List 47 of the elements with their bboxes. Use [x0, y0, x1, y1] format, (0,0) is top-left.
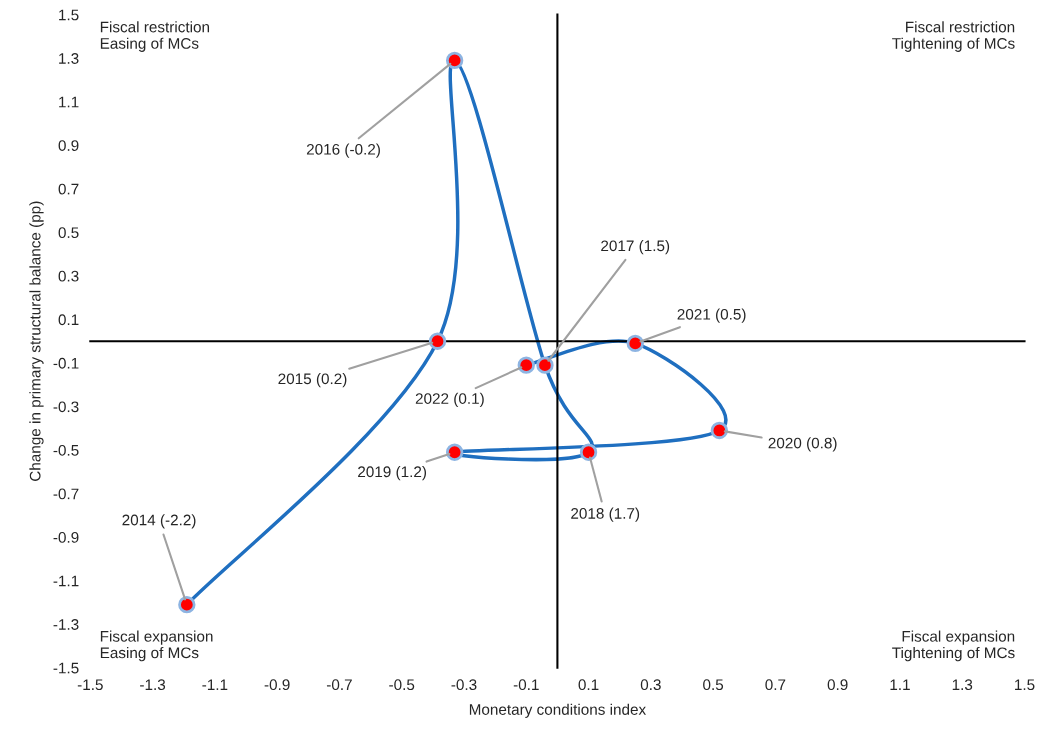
x-tick-label: 0.7: [765, 679, 786, 691]
y-tick-label: -0.7: [53, 488, 79, 500]
x-tick-label: -0.7: [326, 679, 352, 691]
annotation: 2016 (-0.2): [306, 143, 380, 158]
annotation: Fiscal restriction Easing of MCs: [100, 21, 210, 52]
x-tick-label: 0.5: [703, 679, 724, 691]
x-tick-label: -1.1: [202, 679, 228, 690]
annotation: 2020 (0.8): [768, 437, 837, 452]
annotation: Fiscal expansion Easing of MCs: [100, 630, 213, 662]
y-tick-label: 0.7: [58, 183, 79, 195]
x-tick-label: 1.1: [890, 679, 910, 690]
annotation: Fiscal restriction Tightening of MCs: [892, 21, 1015, 52]
x-tick-label: -0.9: [264, 679, 290, 691]
x-tick-label: 0.9: [827, 679, 848, 691]
y-axis-title: Change in primary structural balance (pp): [29, 201, 44, 481]
y-tick-label: 1.1: [59, 96, 79, 108]
y-tick-label: -0.1: [53, 357, 79, 369]
y-tick-label: 0.5: [58, 227, 79, 239]
annotation: 2014 (-2.2): [122, 514, 196, 529]
x-tick-label: -1.3: [140, 679, 166, 691]
y-tick-label: -0.3: [53, 401, 79, 413]
y-tick-label: -0.5: [53, 444, 79, 456]
annotation: 2019 (1.2): [358, 465, 427, 481]
x-tick-label: 1.3: [952, 679, 973, 691]
y-tick-label: 1.3: [59, 53, 79, 64]
y-tick-label: 1.5: [59, 9, 79, 21]
annotation: 2017 (1.5): [601, 239, 670, 255]
x-tick-label: -0.5: [389, 679, 415, 691]
annotation: 2021 (0.5): [677, 308, 746, 323]
y-tick-label: 0.9: [58, 140, 79, 151]
y-tick-label: 0.3: [58, 270, 79, 282]
x-tick-label: 1.5: [1015, 679, 1035, 691]
x-tick-label: -0.1: [513, 679, 539, 691]
y-tick-label: -1.3: [53, 619, 79, 630]
annotation: 2022 (0.1): [415, 392, 484, 407]
y-tick-label: -1.1: [53, 575, 79, 587]
y-tick-label: 0.1: [58, 314, 79, 326]
y-tick-label: -1.5: [53, 662, 79, 674]
annotation: Fiscal expansion Tightening of MCs: [892, 630, 1015, 662]
x-axis-title: Monetary conditions index: [469, 703, 646, 718]
y-tick-label: -0.9: [53, 532, 79, 543]
x-tick-label: -0.3: [451, 679, 477, 691]
x-tick-label: -1.5: [77, 679, 103, 691]
annotation: 2018 (1.7): [571, 507, 640, 522]
x-tick-label: 0.1: [578, 679, 599, 691]
x-tick-label: 0.3: [640, 679, 661, 691]
annotation: 2015 (0.2): [278, 372, 347, 388]
